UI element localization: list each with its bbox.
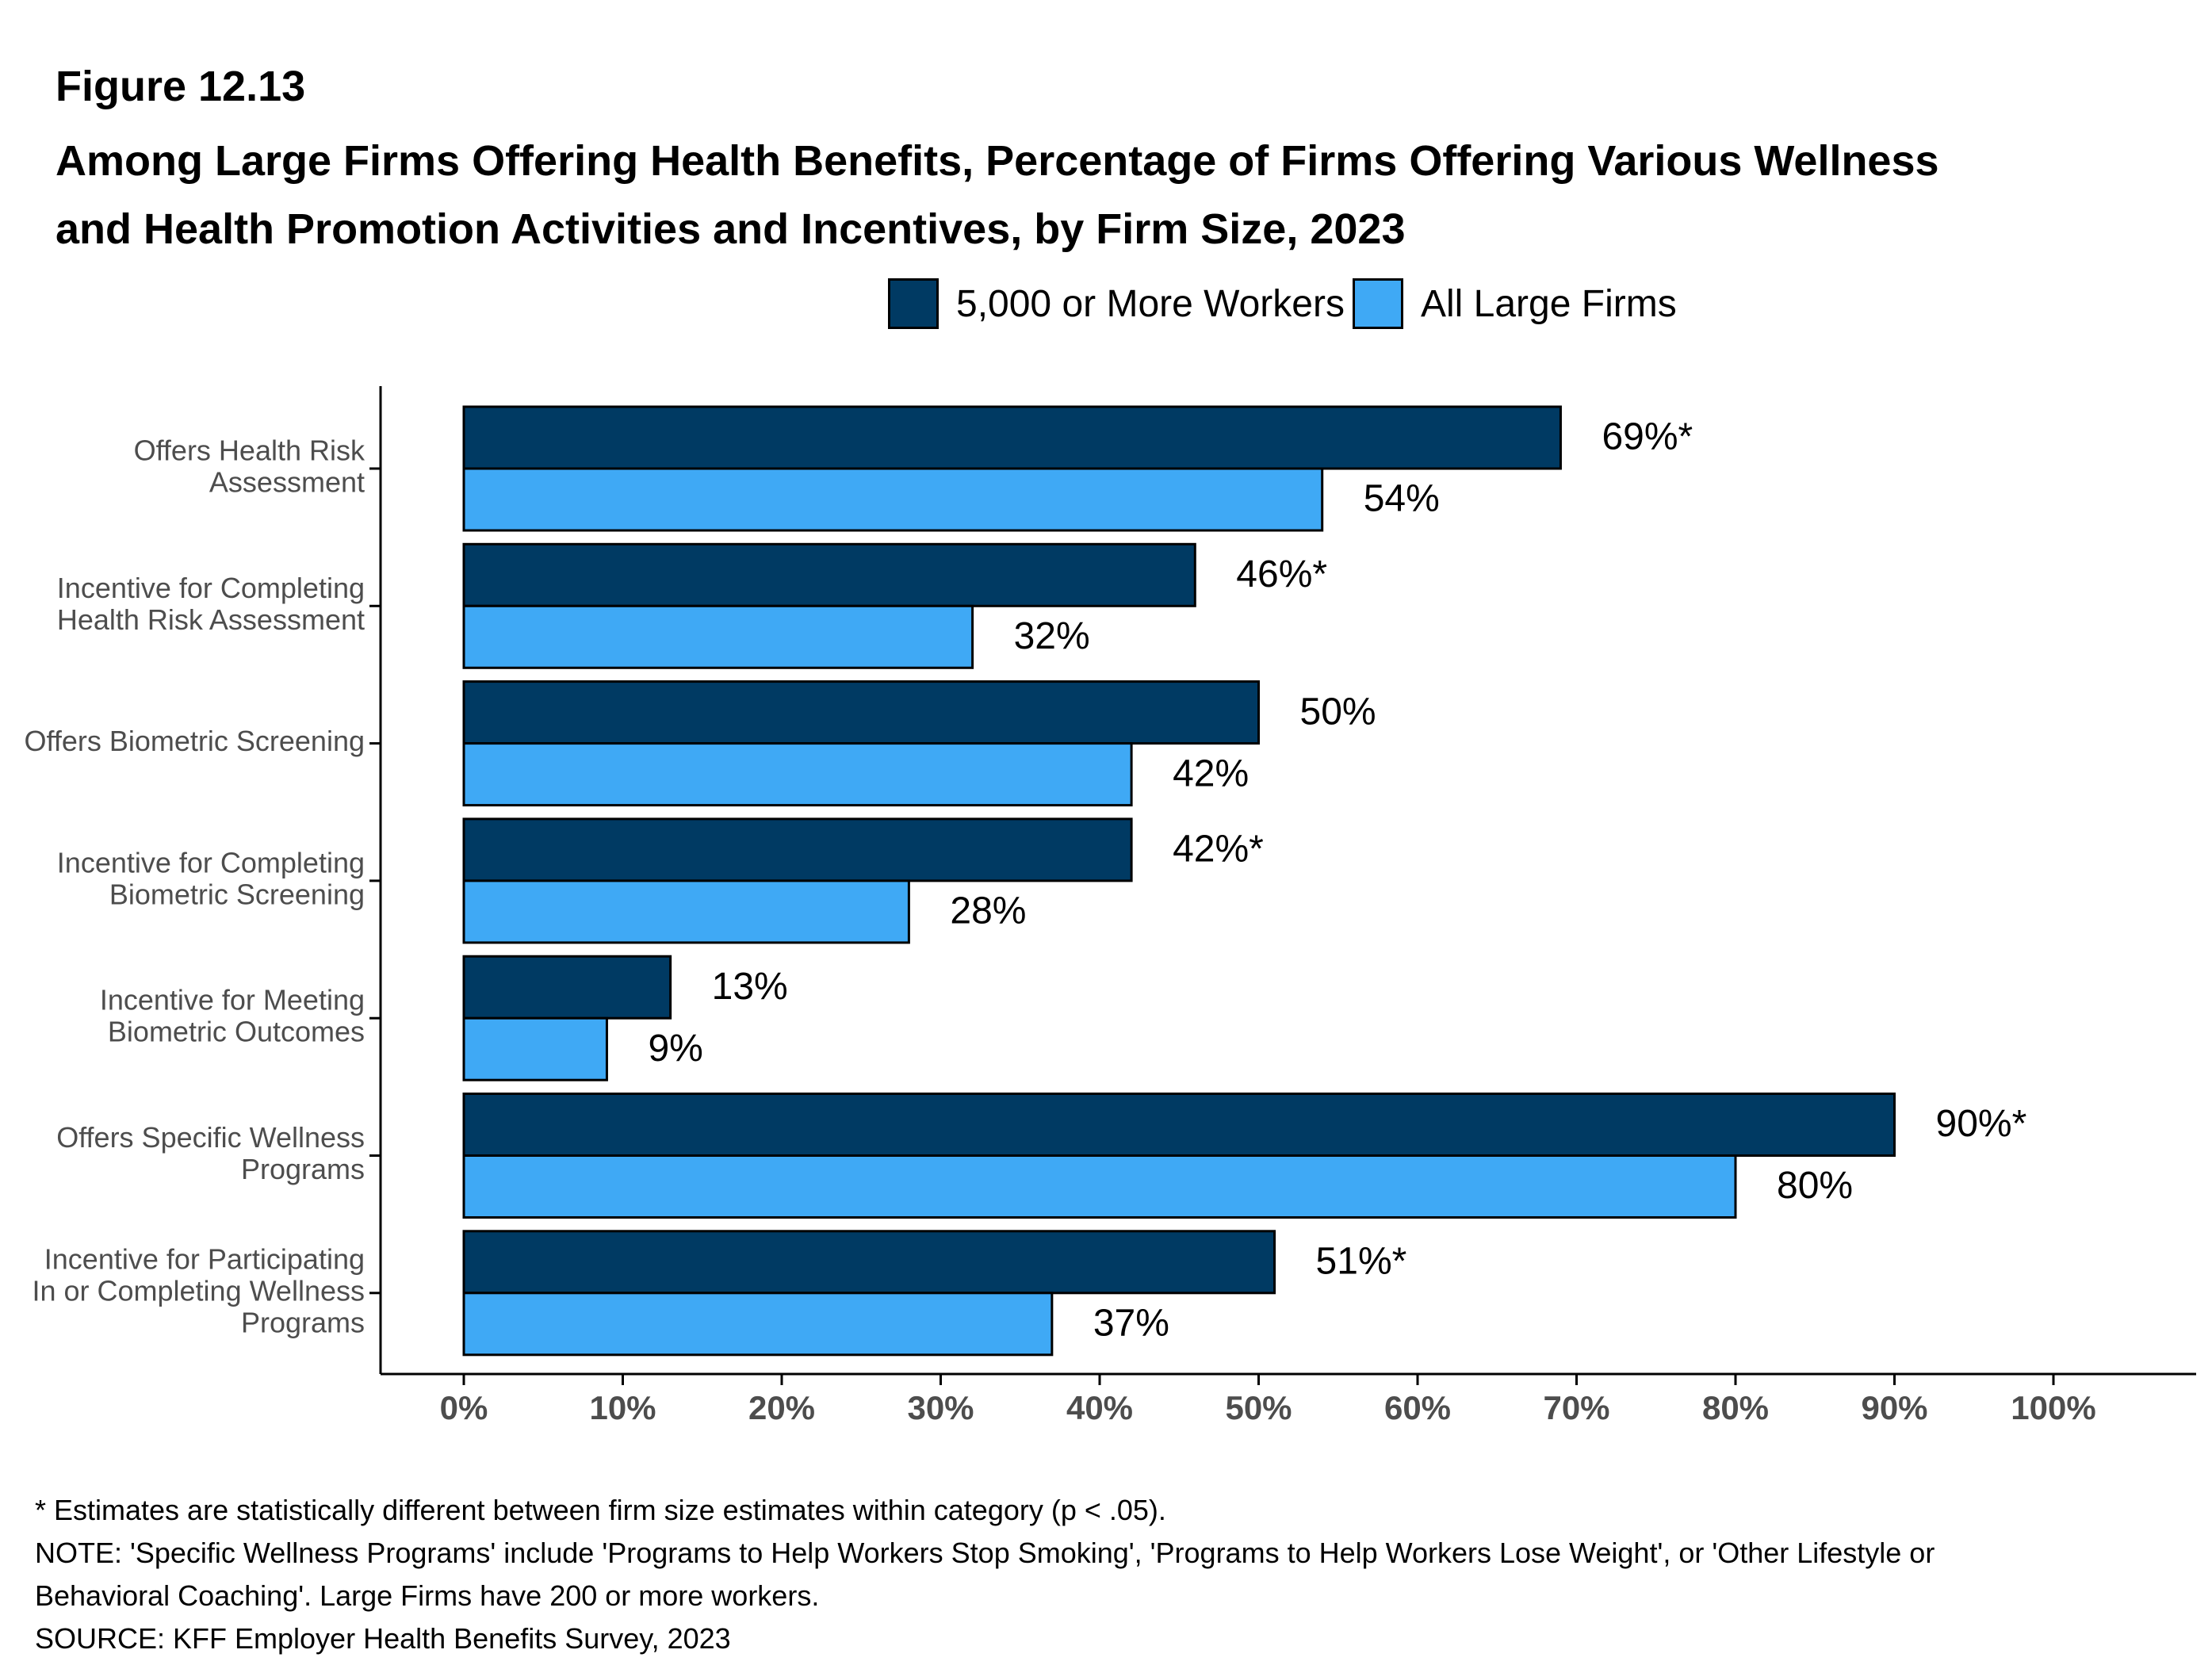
bar-chart: 69%* 46%* 50% 42%* 13% 90%* 51%* 54% 32% 42% 28% 9%… xyxy=(24,386,2196,1426)
data-label-all-large-firms: 80% xyxy=(1777,1165,1853,1207)
x-tick-label: 50% xyxy=(1225,1389,1292,1426)
legend-item-large-firms: 5,000 or More Workers xyxy=(888,278,1345,329)
data-label-all-large-firms: 54% xyxy=(1364,478,1440,520)
y-tick-label: Offers Health Risk xyxy=(134,434,365,467)
data-label-large-firms: 51%* xyxy=(1316,1240,1407,1282)
footnote-source: SOURCE: KFF Employer Health Benefits Sur… xyxy=(35,1622,731,1655)
chart-title: Among Large Firms Offering Health Benefi… xyxy=(55,127,2149,263)
data-label-all-large-firms: 28% xyxy=(950,890,1026,932)
x-tick-label: 60% xyxy=(1384,1389,1451,1426)
data-label-all-large-firms: 9% xyxy=(648,1028,702,1070)
bar-all-large-firms xyxy=(462,467,1324,532)
bar-large-firms xyxy=(462,955,672,1020)
legend: 5,000 or More Workers All Large Firms xyxy=(888,276,1685,331)
y-tick-label: Incentive for Participating xyxy=(44,1242,365,1275)
footnote-note-line-2: Behavioral Coaching'. Large Firms have 2… xyxy=(35,1579,820,1612)
figure-label: Figure 12.13 xyxy=(55,63,306,110)
data-label-all-large-firms: 42% xyxy=(1173,752,1249,794)
bar-all-large-firms xyxy=(462,879,910,944)
bar-large-firms xyxy=(462,1230,1276,1295)
bar-all-large-firms xyxy=(462,742,1133,807)
x-tick-label: 10% xyxy=(589,1389,656,1426)
data-label-large-firms: 50% xyxy=(1300,691,1376,733)
legend-swatch-all-large-firms xyxy=(1352,278,1403,329)
data-label-large-firms: 90%* xyxy=(1936,1103,2027,1145)
x-tick-label: 0% xyxy=(440,1389,488,1426)
data-label-all-large-firms: 32% xyxy=(1014,615,1090,657)
bar-large-firms xyxy=(462,817,1133,882)
bar-large-firms xyxy=(462,680,1260,745)
data-label-large-firms: 42%* xyxy=(1173,829,1264,871)
y-tick-label: Offers Biometric Screening xyxy=(24,725,365,757)
data-label-large-firms: 46%* xyxy=(1236,553,1327,595)
x-tick-label: 100% xyxy=(2011,1389,2095,1426)
y-tick-label: Offers Specific Wellness xyxy=(56,1121,365,1154)
x-tick-label: 70% xyxy=(1543,1389,1609,1426)
bar-all-large-firms xyxy=(462,604,974,669)
bar-large-firms xyxy=(462,542,1196,607)
x-tick-label: 90% xyxy=(1861,1389,1927,1426)
y-tick-label: Biometric Outcomes xyxy=(108,1016,365,1048)
data-label-all-large-firms: 37% xyxy=(1093,1302,1169,1344)
chart-title-line-2: and Health Promotion Activities and Ince… xyxy=(55,205,1406,253)
chart-title-line-1: Among Large Firms Offering Health Benefi… xyxy=(55,137,1939,185)
y-tick-label: Health Risk Assessment xyxy=(57,603,365,636)
x-tick-label: 80% xyxy=(1702,1389,1769,1426)
bar-large-firms xyxy=(462,405,1562,470)
footnote-note-line-1: NOTE: 'Specific Wellness Programs' inclu… xyxy=(35,1537,1935,1569)
legend-item-all-large-firms: All Large Firms xyxy=(1352,278,1677,329)
footnote-significance: * Estimates are statistically different … xyxy=(35,1494,1166,1526)
y-tick-label: Programs xyxy=(241,1306,365,1338)
bar-large-firms xyxy=(462,1093,1896,1157)
bar-all-large-firms xyxy=(462,1154,1737,1219)
bar-all-large-firms xyxy=(462,1016,608,1081)
y-tick-label: Incentive for Completing xyxy=(57,846,365,878)
x-tick-label: 30% xyxy=(907,1389,974,1426)
bar-all-large-firms xyxy=(462,1292,1054,1357)
data-label-large-firms: 69%* xyxy=(1602,416,1693,458)
y-tick-label: In or Completing Wellness xyxy=(32,1274,365,1307)
legend-label-large-firms: 5,000 or More Workers xyxy=(956,282,1345,325)
x-tick-label: 40% xyxy=(1066,1389,1133,1426)
y-tick-label: Incentive for Meeting xyxy=(100,984,365,1016)
legend-label-all-large-firms: All Large Firms xyxy=(1420,282,1677,325)
y-tick-label: Programs xyxy=(241,1153,365,1185)
y-tick-label: Biometric Screening xyxy=(109,878,365,910)
data-label-large-firms: 13% xyxy=(712,966,788,1008)
y-tick-label: Assessment xyxy=(209,466,365,499)
x-tick-label: 20% xyxy=(748,1389,815,1426)
legend-swatch-large-firms xyxy=(888,278,939,329)
footnotes: * Estimates are statistically different … xyxy=(35,1489,2176,1660)
y-tick-label: Incentive for Completing xyxy=(57,572,365,604)
